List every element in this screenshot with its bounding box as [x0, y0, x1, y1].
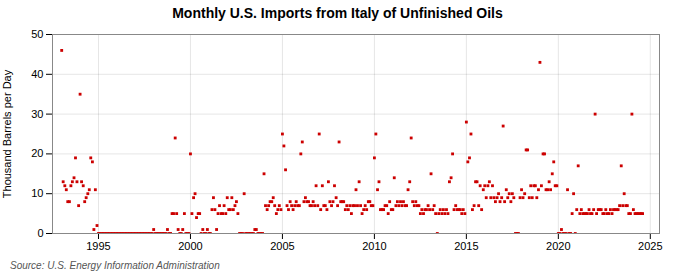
- svg-text:20: 20: [31, 147, 43, 159]
- svg-text:2025: 2025: [638, 240, 662, 252]
- svg-text:30: 30: [31, 108, 43, 120]
- svg-text:Thousand Barrels per Day: Thousand Barrels per Day: [1, 69, 13, 198]
- svg-text:50: 50: [31, 28, 43, 40]
- svg-text:2015: 2015: [454, 240, 478, 252]
- svg-text:0: 0: [37, 227, 43, 239]
- svg-text:40: 40: [31, 68, 43, 80]
- svg-text:10: 10: [31, 187, 43, 199]
- svg-text:2000: 2000: [178, 240, 202, 252]
- html-text:Monthly U.S. Imports from Ital: Monthly U.S. Imports from Italy of Unfin…: [172, 5, 503, 21]
- svg-text:2005: 2005: [270, 240, 294, 252]
- svg-text:1995: 1995: [86, 240, 110, 252]
- svg-text:2020: 2020: [546, 240, 570, 252]
- html-text:Source: U.S. Energy Informatio: Source: U.S. Energy Information Administ…: [10, 260, 220, 271]
- svg-text:2010: 2010: [362, 240, 386, 252]
